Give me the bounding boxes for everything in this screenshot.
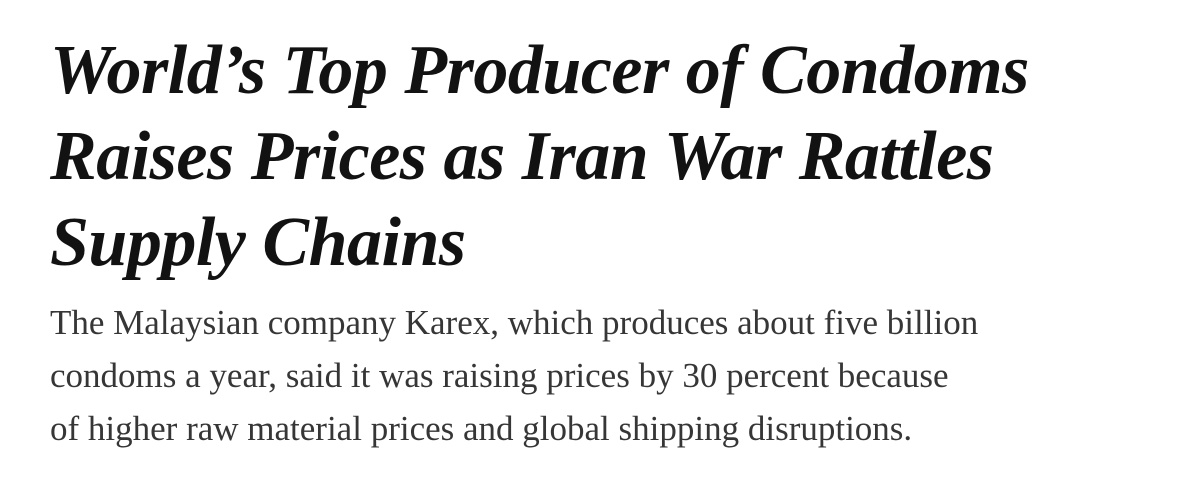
summary-line: condoms a year, said it was raising pric…: [50, 356, 949, 395]
summary-line: The Malaysian company Karex, which produ…: [50, 303, 979, 342]
headline-line[interactable]: Supply Chains: [50, 204, 466, 281]
summary: The Malaysian company Karex, which produ…: [50, 296, 1190, 455]
headline-line[interactable]: Raises Prices as Iran War Rattles: [50, 118, 994, 195]
headline[interactable]: World’s Top Producer of Condoms Raises P…: [50, 28, 1190, 286]
article: World’s Top Producer of Condoms Raises P…: [50, 28, 1190, 455]
headline-line[interactable]: World’s Top Producer of Condoms: [50, 32, 1029, 109]
summary-line: of higher raw material prices and global…: [50, 409, 913, 448]
